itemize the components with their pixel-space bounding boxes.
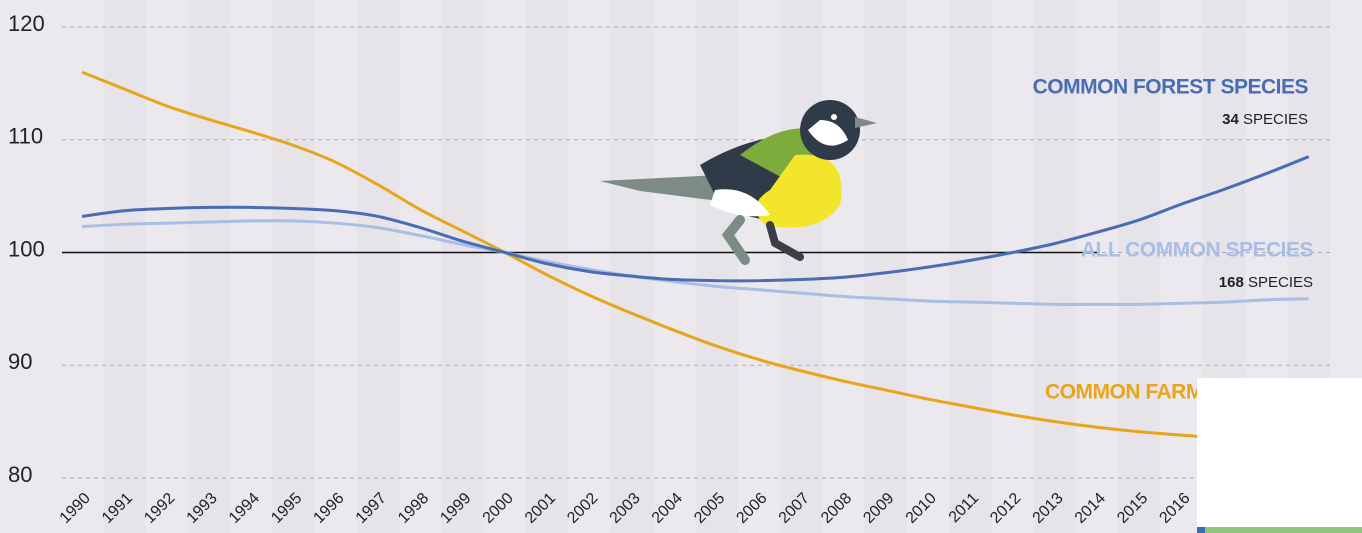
x-tick-label: 2000 <box>480 490 517 527</box>
stripe <box>441 0 484 533</box>
x-tick-label: 2008 <box>818 490 855 527</box>
stripe <box>356 0 400 533</box>
stripe <box>272 0 315 533</box>
bird-illustration <box>600 100 877 265</box>
background-stripes <box>103 0 1330 533</box>
species-number: 34 <box>1222 111 1239 128</box>
overlay-box <box>1197 378 1362 533</box>
species-count: 168 SPECIES <box>1219 274 1313 291</box>
labels: COMMON FARML ALL COMMON SPECIES 168 SPECIE… <box>1033 76 1314 404</box>
y-tick-label: 100 <box>8 236 45 261</box>
x-tick-label: 1990 <box>57 490 94 527</box>
series-line <box>81 70 1309 445</box>
y-tick-label: 80 <box>8 462 32 487</box>
x-tick-label: 2004 <box>649 490 686 527</box>
stripe <box>1118 0 1161 533</box>
species-unit: SPECIES <box>1248 274 1313 291</box>
y-tick-label: 90 <box>8 349 32 374</box>
series-label: ALL COMMON SPECIES <box>1081 239 1314 262</box>
x-tick-label: 2006 <box>733 490 770 527</box>
stripe <box>864 0 907 533</box>
x-tick-label: 1996 <box>310 490 347 527</box>
stripe <box>695 0 738 533</box>
series-line <box>81 155 1310 283</box>
stripe <box>187 0 231 533</box>
series-label: COMMON FOREST SPECIES <box>1033 76 1309 99</box>
overlay-strip-edge <box>1197 527 1205 533</box>
y-tick-label: 120 <box>8 11 45 36</box>
x-tick-label: 2002 <box>564 490 601 527</box>
stripe <box>1033 0 1077 533</box>
lines <box>81 70 1310 445</box>
species-number: 168 <box>1219 274 1244 291</box>
x-tick-label: 1994 <box>226 490 263 527</box>
x-tick-label: 1992 <box>141 490 178 527</box>
series-label: COMMON FARML <box>1045 381 1216 404</box>
x-tick-label: 2010 <box>903 490 940 527</box>
species-unit: SPECIES <box>1243 111 1308 128</box>
x-tick-label: 2012 <box>987 490 1024 527</box>
x-tick-label: 1998 <box>395 490 432 527</box>
overlay-strip <box>1197 527 1362 533</box>
stripe <box>103 0 146 533</box>
species-count: 34 SPECIES <box>1222 111 1308 128</box>
stripe <box>779 0 823 533</box>
stripe <box>949 0 992 533</box>
y-tick-label: 110 <box>8 124 43 149</box>
x-tick-label: 2016 <box>1156 490 1193 527</box>
x-tick-label: 2014 <box>1072 490 1109 527</box>
series-line <box>81 219 1309 306</box>
stripe <box>610 0 654 533</box>
